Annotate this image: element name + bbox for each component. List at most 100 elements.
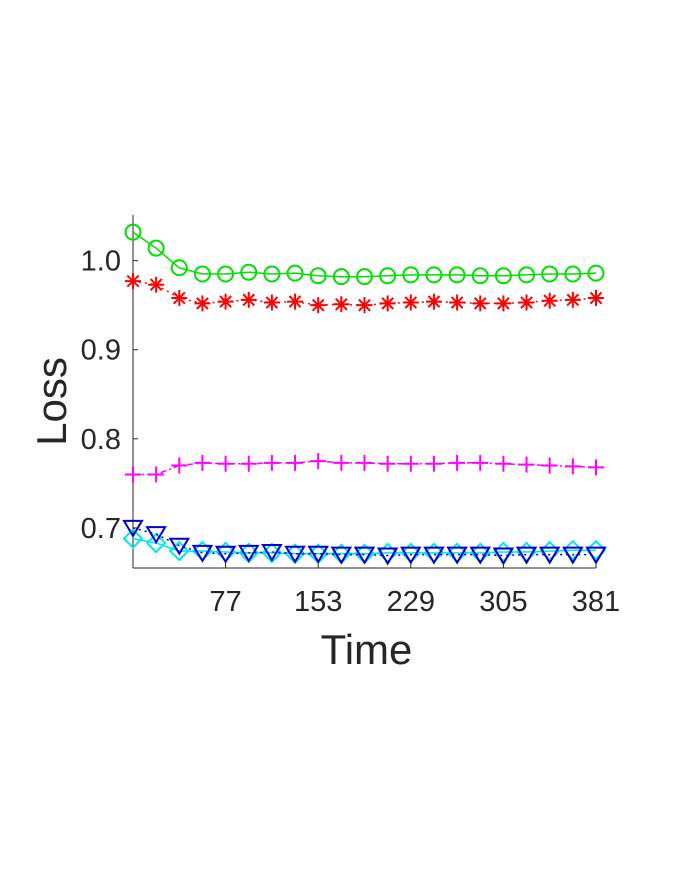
data-point (402, 455, 419, 472)
plot-area (122, 215, 607, 569)
series-1 (125, 273, 604, 314)
data-point (286, 264, 304, 282)
y-tick-label: 0.9 (81, 335, 121, 367)
data-point (237, 544, 260, 563)
data-point (240, 263, 258, 281)
x-tick-label: 229 (387, 586, 435, 618)
data-point (471, 267, 489, 285)
data-point (495, 455, 512, 472)
data-point (585, 546, 607, 565)
x-tick-label: 305 (479, 586, 527, 618)
data-point (353, 546, 376, 565)
data-point (379, 267, 397, 285)
data-point (284, 545, 306, 564)
data-point (376, 547, 399, 566)
series-4 (122, 519, 607, 566)
x-tick-label: 153 (294, 586, 342, 618)
data-point (518, 294, 535, 311)
data-point (217, 455, 234, 472)
data-point (492, 547, 515, 566)
data-point (194, 295, 211, 312)
data-point (263, 265, 281, 283)
data-point (564, 265, 582, 283)
data-point (541, 457, 558, 474)
data-point (564, 291, 581, 308)
x-axis-ticks: 77 153 229 305 381 (209, 563, 620, 618)
data-point (448, 266, 466, 284)
data-point (356, 454, 373, 471)
data-point (494, 267, 512, 285)
data-point (562, 546, 584, 565)
data-point (472, 295, 489, 312)
data-point (518, 266, 536, 284)
x-tick-label: 381 (572, 586, 620, 618)
data-point (402, 266, 420, 284)
data-point (588, 459, 604, 476)
data-point (446, 546, 468, 565)
data-point (333, 454, 350, 471)
data-point (125, 273, 141, 290)
data-point (495, 295, 512, 312)
data-point (287, 293, 304, 310)
data-point (449, 454, 466, 471)
data-point (124, 223, 142, 241)
data-point (214, 545, 237, 564)
series-2 (125, 453, 604, 483)
data-point (515, 546, 538, 565)
data-point (449, 294, 466, 311)
data-point (217, 265, 235, 283)
data-point (332, 268, 350, 286)
data-point (356, 268, 373, 286)
x-tick-label: 77 (209, 586, 241, 618)
data-point (400, 546, 422, 565)
data-point (147, 239, 165, 257)
data-point (263, 294, 280, 311)
data-point (541, 292, 558, 309)
data-point (472, 454, 489, 471)
data-point (122, 528, 144, 550)
data-point (168, 540, 190, 562)
data-point (240, 291, 257, 308)
y-tick-label: 1.0 (81, 246, 121, 278)
data-point (587, 264, 605, 282)
y-tick-label: 0.8 (81, 424, 121, 456)
series-layer (122, 223, 607, 566)
data-point (148, 466, 165, 483)
data-point (588, 290, 604, 307)
data-point (469, 546, 492, 565)
data-point (379, 455, 396, 472)
data-point (564, 458, 581, 475)
data-point (194, 454, 211, 471)
data-point (402, 294, 419, 311)
series-line (132, 527, 596, 557)
data-point (541, 265, 559, 283)
data-point (356, 297, 373, 314)
data-point (425, 266, 443, 284)
y-axis-title: Loss (28, 357, 75, 446)
data-point (287, 454, 304, 471)
y-tick-label: 0.7 (81, 513, 121, 545)
y-axis-ticks: 0.7 0.8 0.9 1.0 (81, 246, 138, 545)
data-point (379, 295, 396, 312)
data-point (538, 546, 561, 565)
data-point (333, 296, 350, 313)
series-0 (124, 223, 605, 286)
data-point (125, 466, 141, 483)
data-point (310, 453, 327, 470)
data-point (310, 297, 327, 314)
data-point (148, 276, 165, 293)
data-point (518, 456, 535, 473)
data-point (423, 546, 445, 565)
data-point (217, 293, 234, 310)
data-point (330, 546, 353, 565)
data-point (145, 532, 167, 554)
data-point (309, 267, 327, 285)
data-point (168, 537, 191, 556)
data-point (240, 455, 257, 472)
data-point (145, 526, 167, 545)
data-point (191, 544, 214, 563)
data-point (170, 259, 188, 277)
data-point (263, 454, 280, 471)
data-point (425, 455, 442, 472)
